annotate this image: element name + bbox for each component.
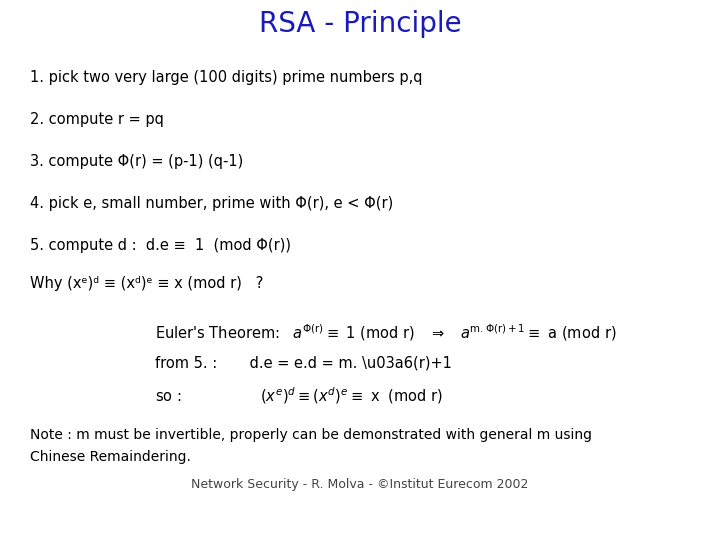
Text: Why (xᵉ)ᵈ ≡ (xᵈ)ᵉ ≡ x (mod r)   ?: Why (xᵉ)ᵈ ≡ (xᵈ)ᵉ ≡ x (mod r) ? [30,276,264,291]
Text: 3. compute Φ(r) = (p-1) (q-1): 3. compute Φ(r) = (p-1) (q-1) [30,154,243,169]
Text: RSA - Principle: RSA - Principle [258,10,462,38]
Text: 1. pick two very large (100 digits) prime numbers p,q: 1. pick two very large (100 digits) prim… [30,70,423,85]
Text: Note : m must be invertible, properly can be demonstrated with general m using: Note : m must be invertible, properly ca… [30,428,592,442]
Text: 2. compute r = pq: 2. compute r = pq [30,112,164,127]
Text: 5. compute d :  d.e ≡  1  (mod Φ(r)): 5. compute d : d.e ≡ 1 (mod Φ(r)) [30,238,291,253]
Text: so :                 $(x^e)^d \equiv (x^d)^e \equiv$ x  (mod r): so : $(x^e)^d \equiv (x^d)^e \equiv$ x (… [155,385,444,406]
Text: from 5. :       d.e = e.d = m. \u03a6(r)+1: from 5. : d.e = e.d = m. \u03a6(r)+1 [155,355,452,370]
Text: Euler's Theorem:   $a^{\mathsf{\Phi(r)}} \equiv$ 1 (mod r)   $\Rightarrow$   $a^: Euler's Theorem: $a^{\mathsf{\Phi(r)}} \… [155,322,616,343]
Text: Network Security - R. Molva - ©Institut Eurecom 2002: Network Security - R. Molva - ©Institut … [192,478,528,491]
Text: 4. pick e, small number, prime with Φ(r), e < Φ(r): 4. pick e, small number, prime with Φ(r)… [30,196,393,211]
Text: Chinese Remaindering.: Chinese Remaindering. [30,450,191,464]
